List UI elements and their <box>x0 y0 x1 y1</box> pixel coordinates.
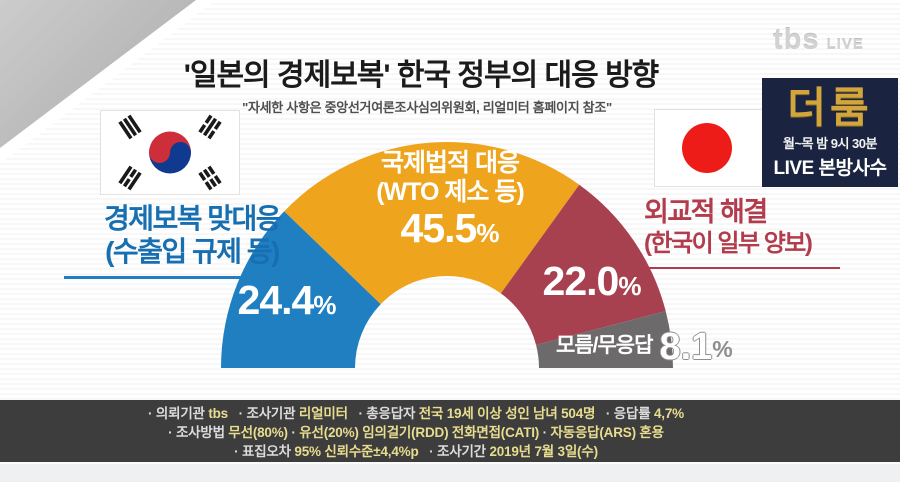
methodology-segment: · 총응답자 <box>347 406 419 421</box>
value-blue: 24.4% <box>238 277 337 324</box>
japan-flag-icon <box>654 109 766 187</box>
slice-label-unknown: 모름/무응답 8.1 % <box>556 328 733 366</box>
red-underline <box>644 267 840 269</box>
blue-underline <box>64 276 320 279</box>
methodology-segment: · <box>287 425 300 440</box>
value-unit: % <box>618 271 642 301</box>
methodology-segment: 4,7% <box>653 406 684 421</box>
value-unit: % <box>476 218 500 248</box>
value-orange: 45.5% <box>401 205 500 252</box>
program-schedule: 월~목 밤 9시 30분 <box>783 135 877 151</box>
value-number: 22.0 <box>542 258 620 304</box>
slice-label-countermeasure: 경제보복 맞대응 (수출입 규제 등) <box>64 202 320 279</box>
methodology-line-2: · 조사방법 무선(80%) · 유선(20%) 임의걸기(RDD) 전화면접(… <box>0 423 832 442</box>
donut-slice-1 <box>284 141 580 305</box>
value-number: 45.5 <box>400 205 478 251</box>
unknown-label: 모름/무응답 <box>556 334 653 357</box>
donut-slice-3 <box>536 311 673 368</box>
methodology-segment: tbs <box>208 406 228 421</box>
methodology-segment: · 표집오차 <box>234 444 295 459</box>
value-unit: % <box>313 290 337 320</box>
bottom-strip <box>0 462 900 482</box>
program-tagline: LIVE 본방사수 <box>773 157 887 179</box>
tbs-logo: tbs <box>773 24 820 56</box>
donut-slice-0 <box>221 211 381 368</box>
methodology-segment: · 조사기간 <box>418 444 490 459</box>
slice-label-line2: (수출입 규제 등) <box>105 236 280 267</box>
value-red: 22.0% <box>543 258 642 305</box>
methodology-segment: 자동응답(ARS) 혼용 <box>550 425 665 440</box>
methodology-segment: · <box>539 425 551 440</box>
methodology-segment: · 의뢰기관 <box>148 406 209 421</box>
methodology-segment: 유선(20%) 임의걸기(RDD) 전화면접(CATI) <box>299 425 540 440</box>
program-promo-box: 더룸 월~목 밤 9시 30분 LIVE 본방사수 <box>762 78 898 187</box>
page-subtitle: "자세한 사항은 중앙선거여론조사심의위원회, 리얼미터 홈페이지 참조" <box>242 100 612 115</box>
methodology-segment: 전국 19세 이상 성인 남녀 504명 <box>418 406 596 421</box>
unknown-value: 8.1 <box>659 326 713 368</box>
live-badge: LIVE <box>826 36 864 53</box>
methodology-line-1: · 의뢰기관 tbs · 조사기관 리얼미터 · 총응답자 전국 19세 이상 … <box>0 404 832 423</box>
slice-label-line2: (WTO 제소 등) <box>376 178 524 206</box>
survey-methodology-text: · 의뢰기관 tbs · 조사기관 리얼미터 · 총응답자 전국 19세 이상 … <box>0 404 832 461</box>
slice-label-diplomatic: 외교적 해결 (한국이 일부 양보) <box>644 196 854 269</box>
methodology-segment: 95% 신뢰수준±4,4%p <box>294 444 419 459</box>
methodology-segment: · 조사기관 <box>227 406 299 421</box>
methodology-segment: 리얼미터 <box>298 406 348 421</box>
korea-flag-icon <box>100 110 240 195</box>
channel-watermark: tbs LIVE <box>773 24 864 57</box>
methodology-segment: · 조사방법 <box>168 425 229 440</box>
methodology-segment: · 응답률 <box>595 406 654 421</box>
survey-methodology-bar: · 의뢰기관 tbs · 조사기관 리얼미터 · 총응답자 전국 19세 이상 … <box>0 400 900 462</box>
slice-label-line1: 경제보복 맞대응 <box>103 203 282 234</box>
slice-label-line1: 국제법적 대응 <box>381 149 520 177</box>
donut-slice-2 <box>500 184 666 345</box>
methodology-line-3: · 표집오차 95% 신뢰수준±4,4%p · 조사기간 2019년 7월 3일… <box>0 442 832 461</box>
slice-label-line2: (한국이 일부 양보) <box>644 230 813 257</box>
slice-label-legal: 국제법적 대응 (WTO 제소 등) <box>376 149 524 207</box>
page-title: '일본의 경제보복' 한국 정부의 대응 방향 <box>183 59 660 92</box>
unknown-unit: % <box>712 336 733 362</box>
methodology-segment: 2019년 7월 3일(수) <box>489 444 598 459</box>
slice-label-line1: 외교적 해결 <box>644 197 768 227</box>
value-number: 24.4 <box>237 277 315 323</box>
methodology-segment: 무선(80%) <box>228 425 288 440</box>
program-name: 더룸 <box>787 83 873 131</box>
